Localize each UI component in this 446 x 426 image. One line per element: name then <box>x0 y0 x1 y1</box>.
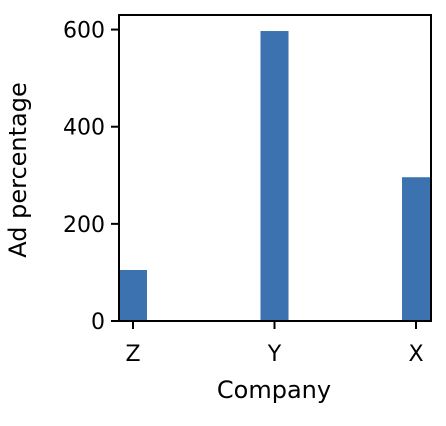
x-tick-label: Y <box>267 342 282 367</box>
y-tick-label: 0 <box>91 310 105 335</box>
x-tick-label: X <box>408 342 423 367</box>
axes-layer: 0 200 400 600 Z Y X <box>63 14 432 367</box>
y-axis-label: Ad percentage <box>4 82 32 258</box>
x-tick-label: Z <box>125 342 140 367</box>
bar-x <box>402 177 430 321</box>
bars-layer <box>119 31 430 322</box>
y-tick-label: 600 <box>63 19 105 44</box>
x-axis-label: Company <box>217 376 331 404</box>
bar-y <box>260 31 289 322</box>
y-tick-label: 200 <box>63 213 105 238</box>
bar-z <box>119 270 147 321</box>
y-tick-label: 400 <box>63 116 105 141</box>
